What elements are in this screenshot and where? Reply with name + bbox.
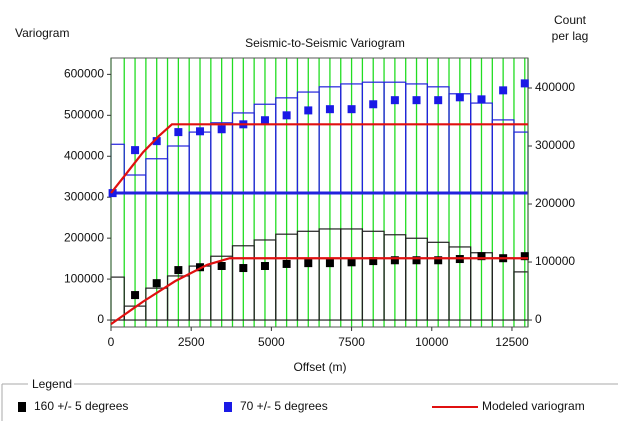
y-tick-label: 200000 xyxy=(64,230,104,244)
data-point xyxy=(239,264,248,273)
x-tick-label: 7500 xyxy=(338,335,365,349)
data-point xyxy=(369,257,378,266)
data-point xyxy=(282,111,291,120)
x-tick-label: 2500 xyxy=(178,335,205,349)
data-point xyxy=(369,100,378,109)
data-point xyxy=(520,79,529,88)
histogram-bar xyxy=(513,271,529,321)
y-axis-label: Variogram xyxy=(15,26,69,40)
x-axis-label: Offset (m) xyxy=(293,360,346,374)
data-point xyxy=(174,128,183,137)
data-point xyxy=(131,291,140,300)
data-point xyxy=(520,252,529,261)
x-tick-label: 12500 xyxy=(495,335,529,349)
y-tick-label: 400000 xyxy=(64,148,104,162)
y-tick-label: 500000 xyxy=(64,107,104,121)
data-point xyxy=(304,106,313,115)
y-tick-label: 100000 xyxy=(64,271,104,285)
y2-tick-label: 300000 xyxy=(535,138,575,152)
data-point xyxy=(434,256,443,265)
data-point xyxy=(390,96,399,105)
data-point xyxy=(499,86,508,95)
legend-swatch xyxy=(224,402,232,412)
y2-tick-label: 0 xyxy=(535,312,542,326)
x-tick-label: 10000 xyxy=(415,335,449,349)
histogram-bar xyxy=(110,276,125,321)
data-point xyxy=(131,146,140,155)
data-point xyxy=(477,95,486,104)
y-tick-label: 600000 xyxy=(64,67,104,81)
legend-label: Modeled variogram xyxy=(482,399,585,413)
data-point xyxy=(108,189,117,198)
legend-label: 70 +/- 5 degrees xyxy=(240,399,328,413)
data-point xyxy=(434,96,443,105)
data-point xyxy=(347,105,356,114)
x-tick-label: 5000 xyxy=(258,335,285,349)
data-point xyxy=(412,96,421,105)
y-tick-label: 300000 xyxy=(64,189,104,203)
data-point xyxy=(304,259,313,268)
data-point xyxy=(412,256,421,265)
y2-axis-label: Count per lag xyxy=(551,13,589,43)
histogram-bar xyxy=(513,131,529,194)
data-point xyxy=(390,256,399,265)
model-line xyxy=(110,123,528,326)
data-point xyxy=(347,258,356,267)
legend-swatch xyxy=(18,402,26,412)
data-point xyxy=(477,252,486,261)
data-point xyxy=(174,266,183,275)
x-tick-label: 0 xyxy=(108,335,115,349)
data-point xyxy=(152,137,161,146)
legend-label: 160 +/- 5 degrees xyxy=(34,399,128,413)
y2-tick-label: 200000 xyxy=(535,196,575,210)
data-point xyxy=(325,259,334,268)
y-tick-label: 0 xyxy=(97,312,104,326)
y2-tick-label: 400000 xyxy=(535,80,575,94)
data-point xyxy=(260,116,269,125)
data-point xyxy=(196,127,205,136)
chart-title: Seismic-to-Seismic Variogram xyxy=(245,36,405,50)
data-point xyxy=(455,93,464,102)
legend-title: Legend xyxy=(32,377,72,391)
data-point xyxy=(217,125,226,134)
data-point xyxy=(217,261,226,270)
data-point xyxy=(260,261,269,270)
data-point xyxy=(282,259,291,268)
data-point xyxy=(325,105,334,114)
y2-tick-label: 100000 xyxy=(535,254,575,268)
data-point xyxy=(152,279,161,288)
